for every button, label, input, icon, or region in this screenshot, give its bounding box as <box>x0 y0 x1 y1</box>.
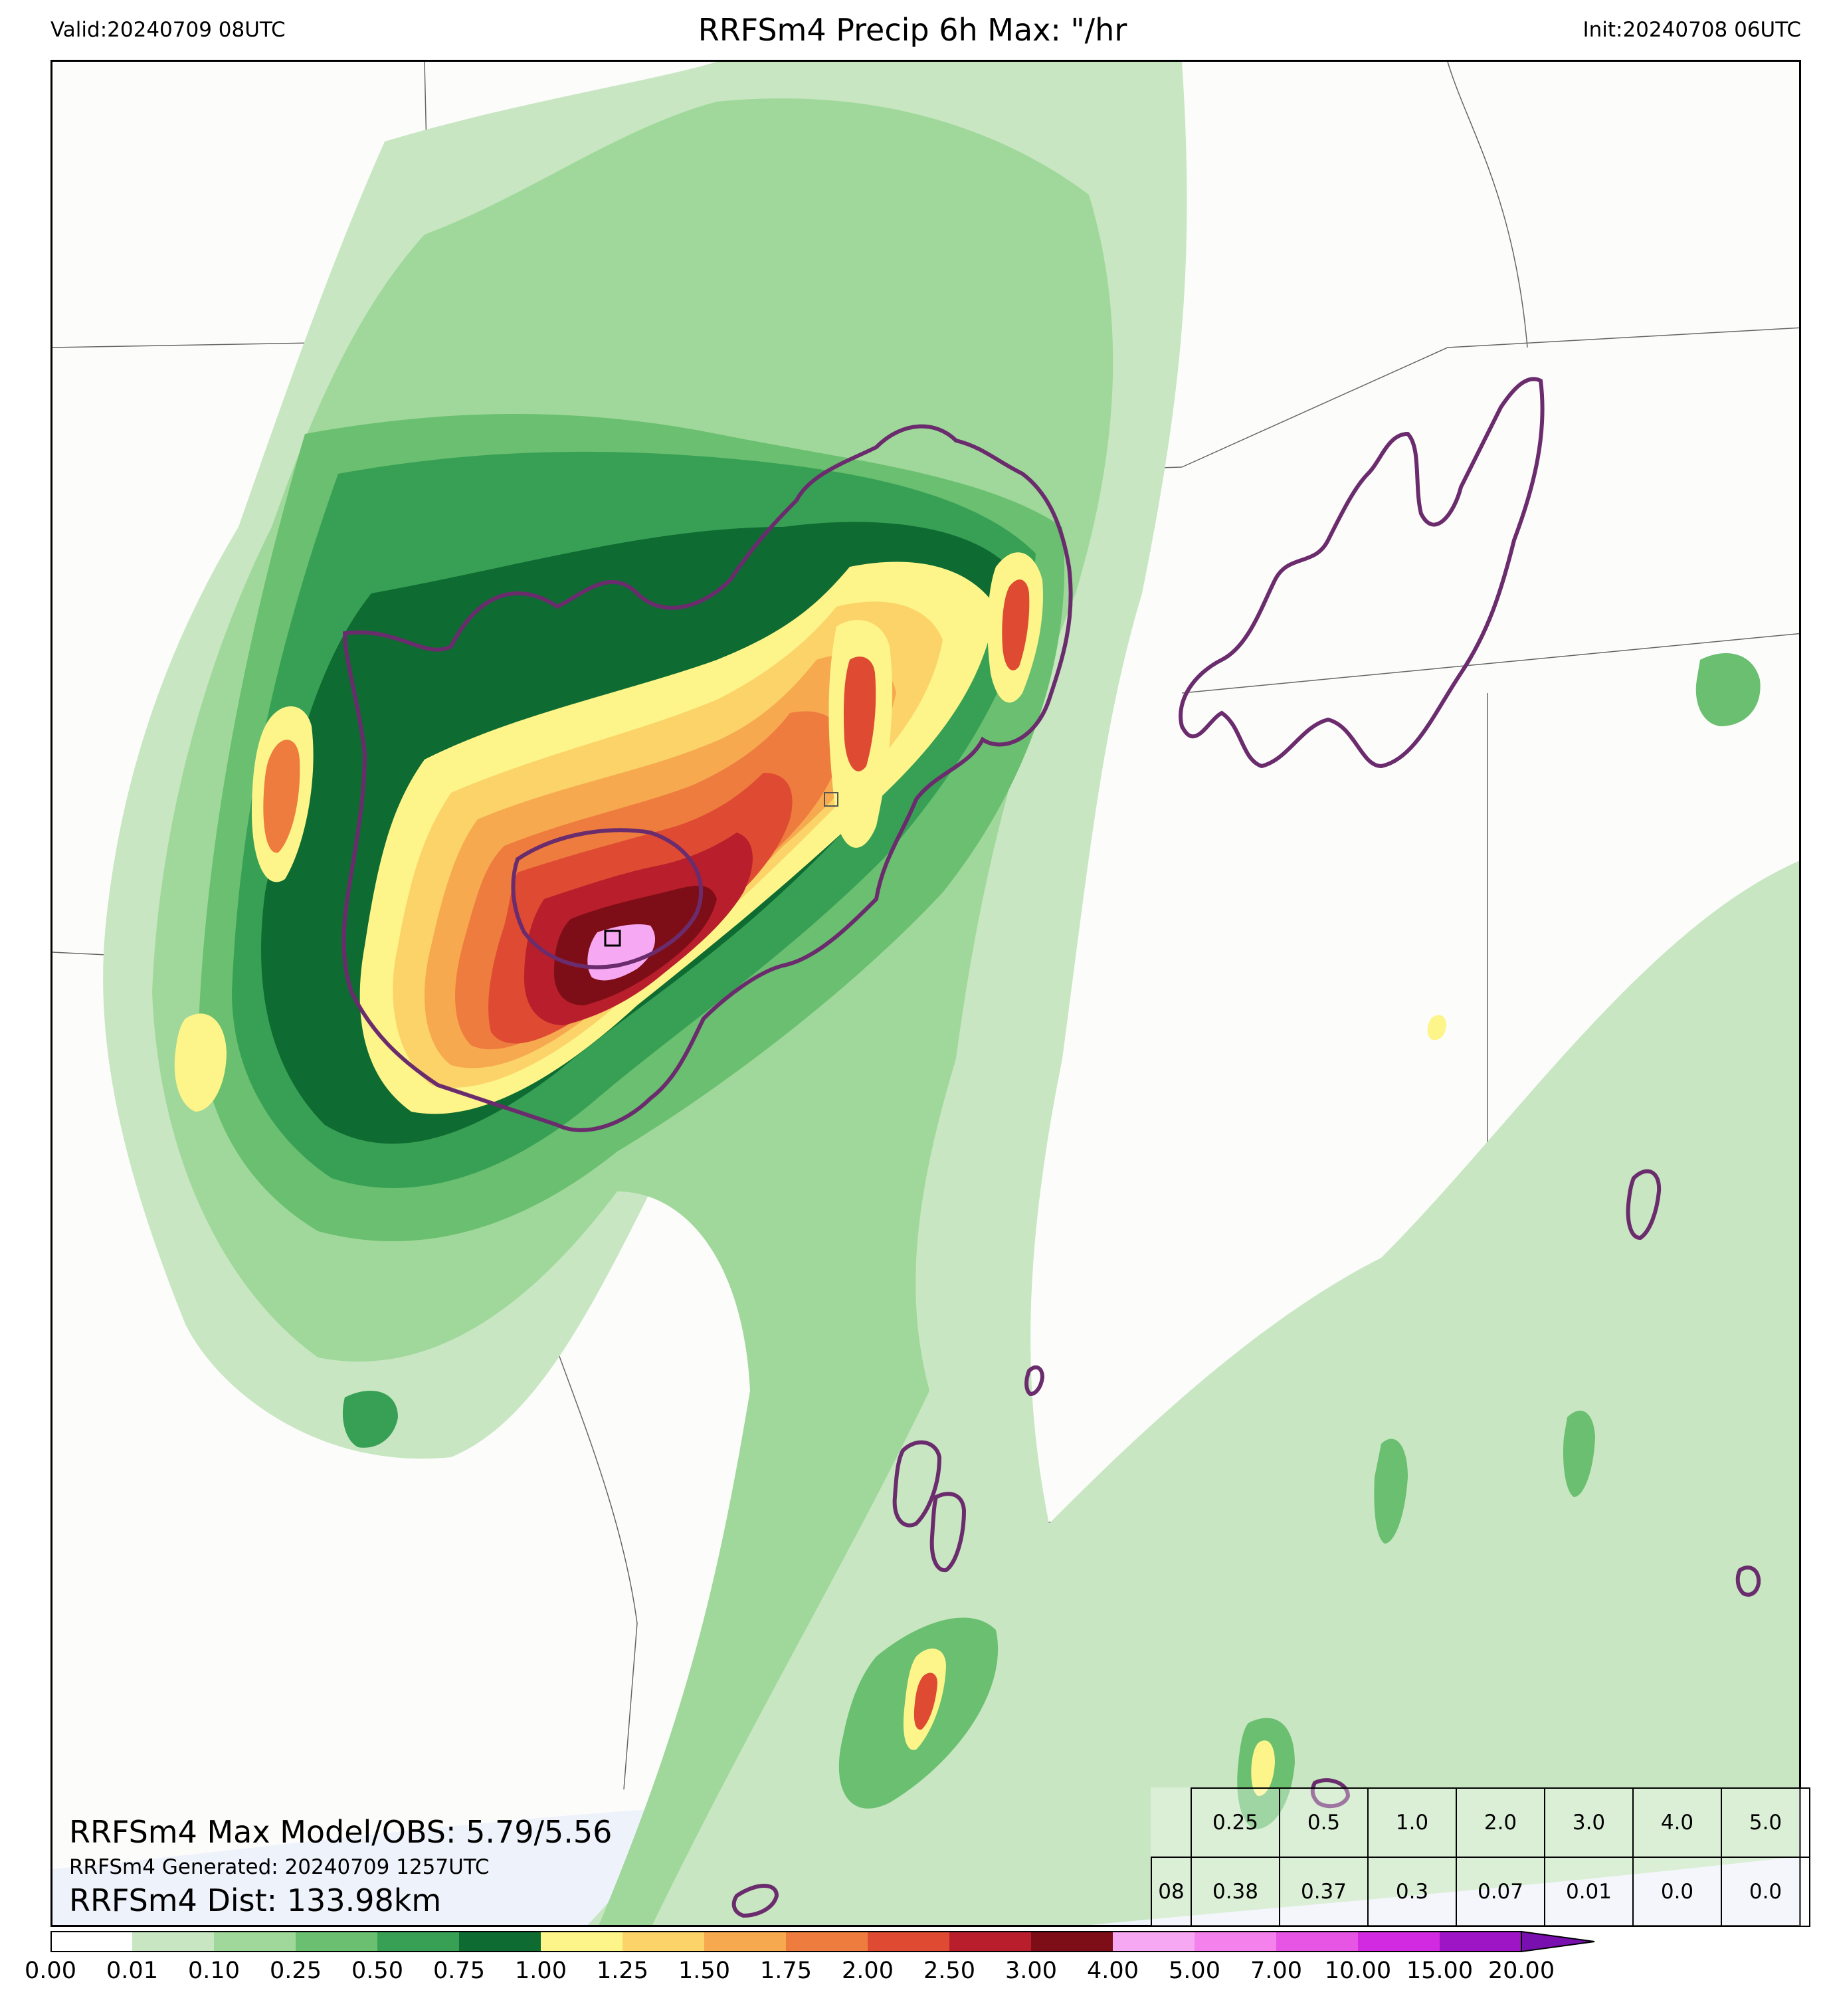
threshold-cell: 4.0 <box>1632 1787 1722 1858</box>
threshold-value-row: 08 0.38 0.37 0.3 0.07 0.01 0.0 0.0 <box>1151 1857 1810 1927</box>
colorbar-segment <box>50 1932 132 1952</box>
obs-contours <box>341 377 1761 1918</box>
generated-time-label: RRFSm4 Generated: 20240709 1257UTC <box>69 1855 490 1879</box>
row-label: 08 <box>1151 1857 1192 1927</box>
colorbar-tick-label: 3.00 <box>1005 1958 1057 1984</box>
colorbar-tick-label: 0.50 <box>351 1958 403 1984</box>
colorbar-tick-label: 1.00 <box>515 1958 567 1984</box>
threshold-table: 0.25 0.5 1.0 2.0 3.0 4.0 5.0 08 0.38 0.3… <box>1151 1787 1810 1927</box>
colorbar-tick-label: 0.10 <box>188 1958 240 1984</box>
colorbar-tick-label: 4.00 <box>1087 1958 1139 1984</box>
threshold-cell: 5.0 <box>1721 1787 1810 1858</box>
map-canvas <box>52 62 1799 1925</box>
threshold-cell: 2.0 <box>1456 1787 1545 1858</box>
threshold-cell: 1.0 <box>1367 1787 1457 1858</box>
colorbar-segment <box>1195 1932 1276 1952</box>
colorbar-tick-label: 0.00 <box>25 1958 76 1984</box>
colorbar-tick-label: 0.75 <box>433 1958 485 1984</box>
colorbar-tick-label: 2.50 <box>923 1958 975 1984</box>
colorbar-segment <box>949 1932 1031 1952</box>
value-cell: 0.0 <box>1721 1857 1810 1927</box>
obs-max-marker <box>604 930 621 947</box>
colorbar-segment <box>704 1932 786 1952</box>
colorbar-segment <box>214 1932 296 1952</box>
colorbar-tick-label: 2.00 <box>842 1958 894 1984</box>
colorbar-segment <box>786 1932 868 1952</box>
colorbar-segment <box>459 1932 541 1952</box>
threshold-cell: 3.0 <box>1544 1787 1634 1858</box>
colorbar-tick-label: 7.00 <box>1250 1958 1302 1984</box>
colorbar-segment <box>296 1932 377 1952</box>
threshold-header-row: 0.25 0.5 1.0 2.0 3.0 4.0 5.0 <box>1151 1787 1810 1858</box>
precip-field <box>103 62 1799 1925</box>
colorbar-tick-label: 5.00 <box>1169 1958 1220 1984</box>
chart-title: RRFSm4 Precip 6h Max: "/hr <box>698 12 1127 48</box>
distance-label: RRFSm4 Dist: 133.98km <box>69 1882 442 1918</box>
value-cell: 0.01 <box>1544 1857 1634 1927</box>
valid-time-label: Valid:20240709 08UTC <box>50 18 286 42</box>
colorbar-ticks: 0.00 0.01 0.10 0.25 0.50 0.75 1.00 1.25 1.50 1.75… <box>0 1958 1825 1991</box>
colorbar-segment <box>541 1932 623 1952</box>
colorbar-segment <box>1440 1932 1521 1952</box>
colorbar-segment <box>1358 1932 1440 1952</box>
precip-map[interactable] <box>50 60 1801 1927</box>
colorbar-segment <box>623 1932 704 1952</box>
colorbar-extend-arrow <box>1521 1930 1595 1953</box>
colorbar-segment <box>868 1932 949 1952</box>
colorbar-outline <box>50 1931 1522 1952</box>
colorbar-tick-label: 1.75 <box>760 1958 812 1984</box>
colorbar-segment <box>1276 1932 1358 1952</box>
colorbar-segment <box>132 1932 214 1952</box>
colorbar-segment <box>1031 1932 1113 1952</box>
value-cell: 0.3 <box>1367 1857 1457 1927</box>
colorbar-tick-label: 20.00 <box>1488 1958 1555 1984</box>
threshold-cell: 0.5 <box>1279 1787 1369 1858</box>
value-cell: 0.0 <box>1632 1857 1722 1927</box>
threshold-cell: 0.25 <box>1191 1787 1280 1858</box>
colorbar <box>50 1930 1595 1953</box>
value-cell: 0.37 <box>1279 1857 1369 1927</box>
init-time-label: Init:20240708 06UTC <box>1583 18 1801 42</box>
colorbar-segment <box>1113 1932 1195 1952</box>
colorbar-tick-label: 0.01 <box>106 1958 158 1984</box>
colorbar-tick-label: 1.25 <box>597 1958 648 1984</box>
value-cell: 0.38 <box>1191 1857 1280 1927</box>
max-model-obs-label: RRFSm4 Max Model/OBS: 5.79/5.56 <box>69 1814 613 1850</box>
colorbar-segment <box>377 1932 459 1952</box>
value-cell: 0.07 <box>1456 1857 1545 1927</box>
colorbar-tick-label: 1.50 <box>678 1958 730 1984</box>
model-max-marker <box>824 792 838 807</box>
colorbar-tick-label: 0.25 <box>270 1958 322 1984</box>
colorbar-tick-label: 10.00 <box>1324 1958 1392 1984</box>
colorbar-tick-label: 15.00 <box>1406 1958 1474 1984</box>
